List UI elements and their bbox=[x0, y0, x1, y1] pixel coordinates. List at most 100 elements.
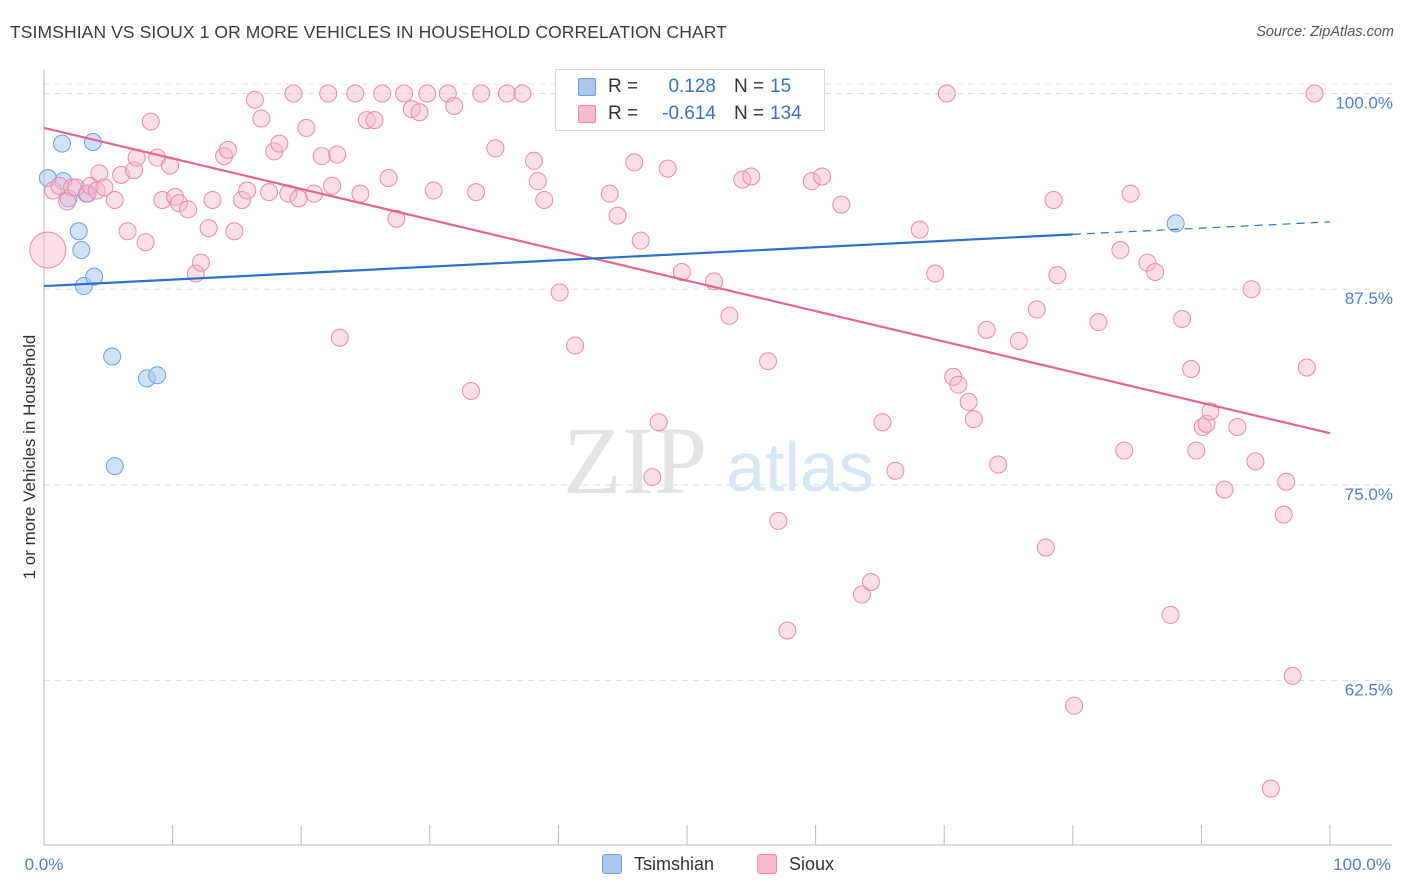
sioux-point[interactable] bbox=[1201, 402, 1220, 421]
sioux-point[interactable] bbox=[1261, 779, 1280, 798]
sioux-point[interactable] bbox=[58, 192, 77, 211]
sioux-point[interactable] bbox=[323, 176, 342, 195]
sioux-point[interactable] bbox=[1089, 313, 1108, 332]
sioux-point[interactable] bbox=[395, 84, 414, 103]
sioux-point[interactable] bbox=[424, 181, 443, 200]
sioux-point[interactable] bbox=[1138, 253, 1157, 272]
sioux-point[interactable] bbox=[238, 181, 257, 200]
sioux-point[interactable] bbox=[1297, 358, 1316, 377]
sioux-point[interactable] bbox=[1146, 262, 1165, 281]
sioux-point[interactable] bbox=[759, 352, 778, 371]
sioux-point[interactable] bbox=[245, 90, 264, 109]
sioux-point[interactable] bbox=[297, 118, 316, 137]
sioux-point[interactable] bbox=[1065, 696, 1084, 715]
sioux-point[interactable] bbox=[330, 328, 349, 347]
sioux-point[interactable] bbox=[461, 381, 480, 400]
sioux-point[interactable] bbox=[513, 84, 532, 103]
sioux-point[interactable] bbox=[105, 190, 124, 209]
sioux-point[interactable] bbox=[1277, 472, 1296, 491]
tsimshian-point[interactable] bbox=[148, 366, 167, 385]
sioux-point[interactable] bbox=[81, 176, 100, 195]
sioux-point[interactable] bbox=[67, 178, 86, 197]
sioux-point[interactable] bbox=[1009, 331, 1028, 350]
sioux-point[interactable] bbox=[379, 169, 398, 188]
tsimshian-point[interactable] bbox=[1166, 214, 1185, 233]
sioux-point[interactable] bbox=[199, 219, 218, 238]
sioux-point[interactable] bbox=[328, 145, 347, 164]
sioux-point[interactable] bbox=[63, 178, 82, 197]
sioux-point[interactable] bbox=[1228, 417, 1247, 436]
sioux-point[interactable] bbox=[445, 97, 464, 116]
sioux-point[interactable] bbox=[1121, 184, 1140, 203]
sioux-point[interactable] bbox=[813, 167, 832, 186]
sioux-point[interactable] bbox=[535, 190, 554, 209]
sioux-point[interactable] bbox=[528, 172, 547, 191]
sioux-point[interactable] bbox=[937, 84, 956, 103]
sioux-point[interactable] bbox=[141, 112, 160, 131]
sioux-point[interactable] bbox=[873, 413, 892, 432]
sioux-point[interactable] bbox=[886, 461, 905, 480]
sioux-point[interactable] bbox=[472, 84, 491, 103]
sioux-point[interactable] bbox=[832, 195, 851, 214]
sioux-point[interactable] bbox=[218, 140, 237, 159]
tsimshian-point[interactable] bbox=[53, 134, 72, 153]
sioux-point[interactable] bbox=[179, 200, 198, 219]
sioux-point[interactable] bbox=[319, 84, 338, 103]
sioux-point[interactable] bbox=[964, 410, 983, 429]
sioux-point[interactable] bbox=[44, 181, 63, 200]
sioux-point[interactable] bbox=[769, 511, 788, 530]
sioux-point[interactable] bbox=[1044, 190, 1063, 209]
sioux-point[interactable] bbox=[1305, 84, 1324, 103]
sioux-point[interactable] bbox=[778, 621, 797, 640]
sioux-point[interactable] bbox=[861, 572, 880, 591]
sioux-point[interactable] bbox=[203, 190, 222, 209]
tsimshian-point[interactable] bbox=[85, 267, 104, 286]
sioux-point[interactable] bbox=[550, 283, 569, 302]
sioux-point[interactable] bbox=[926, 264, 945, 283]
sioux-point[interactable] bbox=[852, 585, 871, 604]
sioux-point[interactable] bbox=[600, 184, 619, 203]
sioux-point[interactable] bbox=[1027, 300, 1046, 319]
sioux-point[interactable] bbox=[410, 103, 429, 122]
sioux-point[interactable] bbox=[608, 206, 627, 225]
sioux-point[interactable] bbox=[524, 151, 543, 170]
sioux-point[interactable] bbox=[1161, 605, 1180, 624]
sioux-point[interactable] bbox=[289, 189, 308, 208]
sioux-point[interactable] bbox=[959, 392, 978, 411]
sioux-point[interactable] bbox=[625, 153, 644, 172]
sioux-point[interactable] bbox=[949, 375, 968, 394]
sioux-point[interactable] bbox=[284, 84, 303, 103]
sioux-point[interactable] bbox=[118, 222, 137, 241]
sioux-point[interactable] bbox=[1111, 241, 1130, 260]
sioux-point[interactable] bbox=[977, 320, 996, 339]
sioux-point[interactable] bbox=[631, 231, 650, 250]
sioux-point[interactable] bbox=[720, 306, 739, 325]
sioux-point[interactable] bbox=[270, 134, 289, 153]
sioux-point[interactable] bbox=[1283, 666, 1302, 685]
sioux-point[interactable] bbox=[90, 164, 109, 183]
sioux-point[interactable] bbox=[357, 111, 376, 130]
sioux-point[interactable] bbox=[1048, 266, 1067, 285]
sioux-point[interactable] bbox=[136, 233, 155, 252]
sioux-point[interactable] bbox=[802, 172, 821, 191]
sioux-point[interactable] bbox=[1173, 309, 1192, 328]
tsimshian-point[interactable] bbox=[103, 347, 122, 366]
bottom-legend-sioux[interactable]: Sioux bbox=[757, 851, 834, 877]
sioux-point[interactable] bbox=[486, 139, 505, 158]
tsimshian-point[interactable] bbox=[69, 222, 88, 241]
sioux-point[interactable] bbox=[497, 84, 516, 103]
sioux-point[interactable] bbox=[365, 111, 384, 130]
sioux-point[interactable] bbox=[29, 231, 67, 269]
sioux-point[interactable] bbox=[373, 84, 392, 103]
sioux-point[interactable] bbox=[351, 184, 370, 203]
sioux-point[interactable] bbox=[312, 147, 331, 166]
tsimshian-point[interactable] bbox=[105, 457, 124, 476]
sioux-point[interactable] bbox=[1242, 280, 1261, 299]
sioux-point[interactable] bbox=[233, 190, 252, 209]
sioux-point[interactable] bbox=[191, 253, 210, 272]
tsimshian-point[interactable] bbox=[72, 241, 91, 260]
sioux-point[interactable] bbox=[1246, 452, 1265, 471]
sioux-point[interactable] bbox=[658, 159, 677, 178]
sioux-point[interactable] bbox=[1215, 480, 1234, 499]
bottom-legend-tsimshian[interactable]: Tsimshian bbox=[602, 851, 714, 877]
